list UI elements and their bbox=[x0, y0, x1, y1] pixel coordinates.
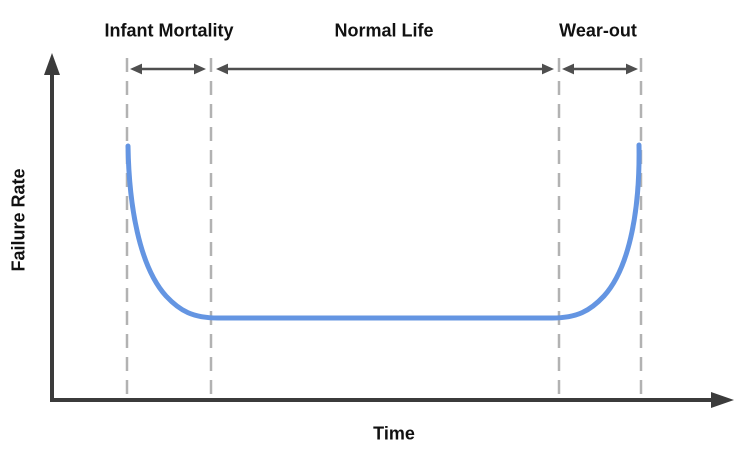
y-axis-arrowhead-icon bbox=[44, 53, 60, 75]
x-axis-label: Time bbox=[373, 423, 415, 444]
arrowhead-left-icon bbox=[130, 63, 142, 75]
region-label-normal-life: Normal Life bbox=[334, 20, 434, 41]
normal-life-span-arrow bbox=[216, 63, 554, 75]
arrowhead-left-icon bbox=[216, 63, 228, 75]
y-axis bbox=[44, 53, 60, 402]
x-axis-arrowhead-icon bbox=[711, 392, 734, 408]
arrowhead-left-icon bbox=[562, 63, 574, 75]
x-axis bbox=[50, 392, 734, 408]
arrowhead-right-icon bbox=[542, 63, 554, 75]
wear-out-span-arrow bbox=[562, 63, 638, 75]
infant-mortality-span-arrow bbox=[130, 63, 206, 75]
failure-rate-curve bbox=[125, 142, 642, 321]
region-label-infant-mortality: Infant Mortality bbox=[104, 20, 234, 41]
arrowhead-right-icon bbox=[626, 63, 638, 75]
arrowhead-right-icon bbox=[194, 63, 206, 75]
y-axis-label: Failure Rate bbox=[8, 168, 29, 272]
region-label-wear-out: Wear-out bbox=[559, 20, 637, 41]
